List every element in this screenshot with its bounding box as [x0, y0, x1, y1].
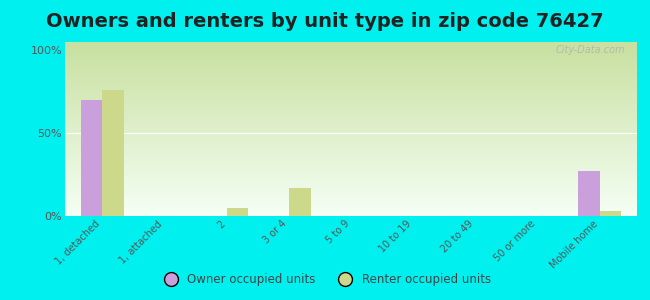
Bar	[102, 90, 124, 216]
Bar	[578, 171, 600, 216]
Bar	[600, 211, 621, 216]
Bar	[289, 188, 311, 216]
Text: Owners and renters by unit type in zip code 76427: Owners and renters by unit type in zip c…	[46, 12, 604, 31]
Bar	[227, 208, 248, 216]
Text: City-Data.com: City-Data.com	[556, 46, 625, 56]
Legend: Owner occupied units, Renter occupied units: Owner occupied units, Renter occupied un…	[154, 269, 496, 291]
Bar	[81, 100, 102, 216]
